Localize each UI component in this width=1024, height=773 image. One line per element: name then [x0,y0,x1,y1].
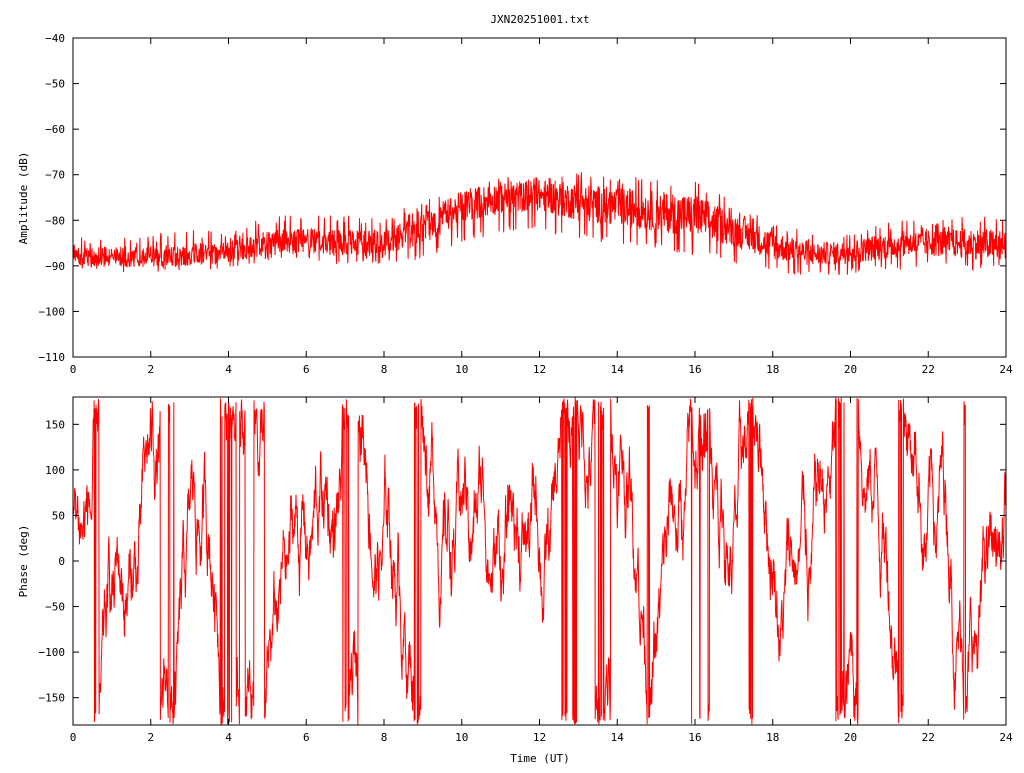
amplitude-x-tick-label: 14 [611,363,625,376]
phase-x-tick-label: 10 [455,731,468,744]
phase-y-tick-label: 50 [52,509,65,522]
amplitude-x-tick-label: 22 [922,363,935,376]
phase-x-tick-label: 0 [70,731,77,744]
amplitude-y-tick-label: −100 [39,305,66,318]
amplitude-ticks: 0 2 4 6 8 10 12 14 16 18 20 22 24−40−50−60−70−80−90−… [39,32,1013,376]
phase-x-tick-label: 20 [844,731,857,744]
amplitude-x-tick-label: 24 [999,363,1013,376]
amplitude-line [72,172,1007,275]
phase-y-tick-label: 100 [45,464,65,477]
amplitude-y-tick-label: −110 [39,351,66,364]
amplitude-x-tick-label: 10 [455,363,468,376]
amplitude-y-tick-label: −90 [45,260,65,273]
amplitude-x-tick-label: 12 [533,363,546,376]
amplitude-x-tick-label: 0 [70,363,77,376]
amplitude-x-tick-label: 4 [225,363,232,376]
amplitude-y-tick-label: −70 [45,169,65,182]
phase-x-tick-label: 4 [225,731,232,744]
amplitude-x-tick-label: 20 [844,363,857,376]
phase-x-tick-label: 12 [533,731,546,744]
phase-x-tick-label: 24 [999,731,1013,744]
amplitude-y-tick-label: −80 [45,214,65,227]
phase-series [72,397,1007,725]
phase-panel: 0 2 4 6 8 10 12 14 16 18 20 22 24150100500−50−100−15… [17,396,1013,765]
amplitude-x-tick-label: 6 [303,363,310,376]
amplitude-y-axis-label: Amplitude (dB) [17,152,30,245]
phase-y-tick-label: −150 [39,692,66,705]
phase-y-tick-label: −100 [39,646,66,659]
amplitude-panel: 0 2 4 6 8 10 12 14 16 18 20 22 24−40−50−60−70−80−90−… [17,32,1013,376]
amplitude-x-tick-label: 8 [381,363,388,376]
amplitude-y-tick-label: −50 [45,78,65,91]
phase-line [72,397,1007,725]
phase-x-tick-label: 22 [922,731,935,744]
phase-y-axis-label: Phase (deg) [17,525,30,598]
phase-x-tick-label: 8 [381,731,388,744]
phase-x-tick-label: 2 [147,731,154,744]
phase-x-tick-label: 18 [766,731,779,744]
amplitude-x-tick-label: 2 [147,363,154,376]
phase-ticks: 0 2 4 6 8 10 12 14 16 18 20 22 24150100500−50−100−15… [39,397,1013,744]
phase-y-tick-label: 0 [58,555,65,568]
x-axis-label: Time (UT) [510,752,570,765]
amplitude-y-tick-label: −60 [45,123,65,136]
chart-title: JXN20251001.txt [490,13,589,26]
phase-x-tick-label: 6 [303,731,310,744]
phase-y-tick-label: −50 [45,601,65,614]
amplitude-series [72,172,1007,275]
amplitude-y-tick-label: −40 [45,32,65,45]
phase-x-tick-label: 16 [688,731,701,744]
amplitude-x-tick-label: 16 [688,363,701,376]
amplitude-x-tick-label: 18 [766,363,779,376]
phase-y-tick-label: 150 [45,418,65,431]
phase-x-tick-label: 14 [611,731,625,744]
